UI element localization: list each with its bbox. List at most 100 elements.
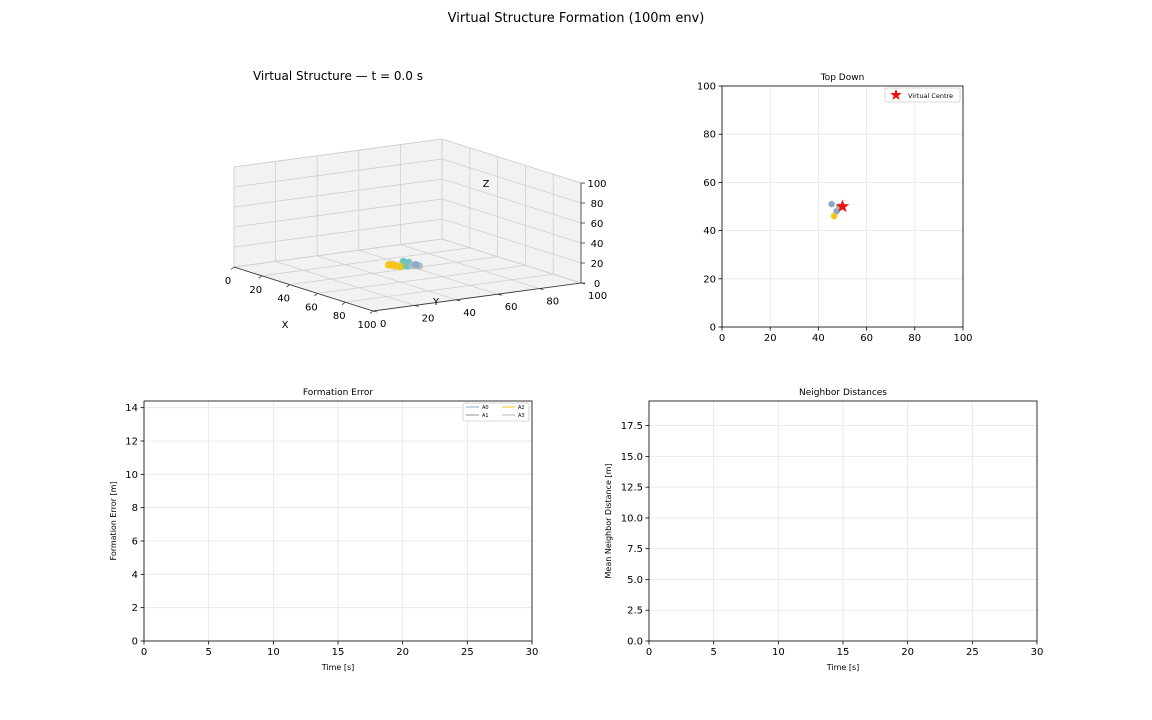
x-axis-label: Time [s] (321, 663, 355, 672)
x-tick-label: 5 (205, 647, 211, 658)
y-gridline (275, 161, 415, 306)
x-tick-label: 40 (812, 333, 825, 344)
y-tick-label: 2 (132, 603, 138, 614)
y-gridline (399, 144, 540, 289)
y-tick-label: 15.0 (621, 452, 643, 463)
y-tick-label: 100 (697, 82, 716, 93)
legend-label: Virtual Centre (908, 92, 953, 100)
y-tick-label: 10.0 (621, 513, 643, 524)
z-tick-label: 40 (591, 239, 604, 250)
y-tick-label: 20 (422, 313, 435, 324)
y-tick-label: 17.5 (621, 421, 643, 432)
y-gridline (358, 150, 498, 295)
x-tick-label: 100 (357, 320, 376, 331)
y-tick-label: 6 (132, 537, 138, 548)
x-tick (369, 310, 374, 314)
axes-frame (721, 85, 964, 328)
legend-label: A2 (518, 405, 525, 411)
y-tick-label: 0.0 (627, 637, 643, 648)
z-tick-label: 60 (591, 219, 604, 230)
x-tick (341, 301, 346, 306)
x-tick-label: 30 (1031, 647, 1044, 658)
x-tick (230, 266, 235, 270)
panel-top-down: 0 20 40 60 80 100 0 20 40 60 80 100 Top Down Virtual … (697, 73, 973, 344)
z-axis-label: Z (483, 179, 490, 190)
axes-title: Formation Error (303, 388, 374, 398)
y-tick-label: 60 (703, 178, 716, 189)
y-tick-label: 100 (588, 291, 607, 302)
agent-point-3d (412, 260, 420, 269)
y-gridline (316, 155, 457, 301)
legend-star-marker (890, 89, 902, 100)
y-tick-label: 20 (703, 274, 716, 285)
x-tick-label: 0 (646, 647, 652, 658)
legend-label: A3 (518, 413, 525, 419)
x-tick-label: 80 (333, 311, 346, 322)
y-axis-line (372, 282, 582, 312)
y-tick-label: 5.0 (627, 575, 643, 586)
panel-formation-error: 0 5 10 15 20 25 30 0 2 4 6 8 10 12 14 Formation Error Ti… (109, 388, 538, 672)
axes-title: Neighbor Distances (799, 388, 887, 398)
x-tick-label: 30 (526, 647, 539, 658)
z-tick-label: 80 (591, 199, 604, 210)
x-tick (314, 293, 318, 297)
legend-label: A0 (482, 405, 489, 411)
legend: Virtual Centre (884, 87, 961, 103)
y-axis-label: Formation Error [m] (109, 482, 118, 561)
x-tick-label: 20 (396, 647, 409, 658)
axes-title: Top Down (820, 73, 865, 83)
y-tick (414, 305, 419, 307)
legend: A0 A1 A2 A3 (462, 402, 530, 422)
y-tick-label: 40 (703, 226, 716, 237)
y-tick-label: 40 (463, 308, 476, 319)
panel-neighbor-distances: 0 5 10 15 20 25 30 0.0 2.5 5.0 7.5 10.0 12.5 15.0 17.5… (604, 388, 1043, 672)
axes-frame (143, 400, 533, 642)
z-tick-label: 0 (594, 279, 600, 290)
x-tick-label: 100 (953, 333, 972, 344)
x-tick-label: 25 (966, 647, 979, 658)
figure-suptitle: Virtual Structure Formation (100m env) (447, 11, 705, 26)
x-tick-label: 40 (277, 294, 290, 305)
y-tick (456, 299, 461, 302)
x-tick-label: 20 (249, 285, 262, 296)
x-tick-label: 5 (710, 647, 716, 658)
agent-point (828, 200, 835, 208)
axes-frame (648, 400, 1038, 642)
y-tick-label: 0 (380, 319, 386, 330)
y-tick-label: 4 (132, 570, 138, 581)
x-tick-label: 20 (901, 647, 914, 658)
y-tick-label: 0 (710, 323, 716, 334)
y-axis-label: Mean Neighbor Distance [m] (604, 464, 613, 579)
y-tick-label: 0 (132, 637, 138, 648)
x-axis-line (233, 266, 374, 312)
y-tick-label: 60 (505, 302, 518, 313)
x-tick (258, 275, 263, 279)
x-tick-label: 60 (305, 302, 318, 313)
x-tick-label: 0 (719, 333, 725, 344)
virtual-centre-star (835, 199, 850, 213)
x-tick-label: 20 (764, 333, 777, 344)
x-tick-label: 80 (908, 333, 921, 344)
y-tick-label: 2.5 (627, 606, 643, 617)
x-tick-label: 15 (332, 647, 345, 658)
legend-box (884, 87, 961, 103)
x-tick-label: 60 (860, 333, 873, 344)
y-tick-label: 80 (546, 297, 559, 308)
y-tick (497, 293, 502, 296)
agent-point (833, 208, 840, 215)
z-tick-label: 100 (587, 179, 606, 190)
y-gridline (441, 139, 582, 284)
y-axis-label: Y (432, 297, 440, 308)
x-tick-label: 10 (772, 647, 785, 658)
y-tick-label: 10 (125, 470, 138, 481)
axes-title: Virtual Structure — t = 0.0 s (253, 69, 423, 83)
agent-point (830, 212, 838, 220)
x-tick-label: 10 (267, 647, 280, 658)
x-tick-label: 25 (461, 647, 474, 658)
y-tick-label: 80 (703, 130, 716, 141)
x-axis-label: X (282, 320, 289, 331)
z-tick-label: 20 (591, 259, 604, 270)
y-tick-label: 14 (125, 403, 138, 414)
